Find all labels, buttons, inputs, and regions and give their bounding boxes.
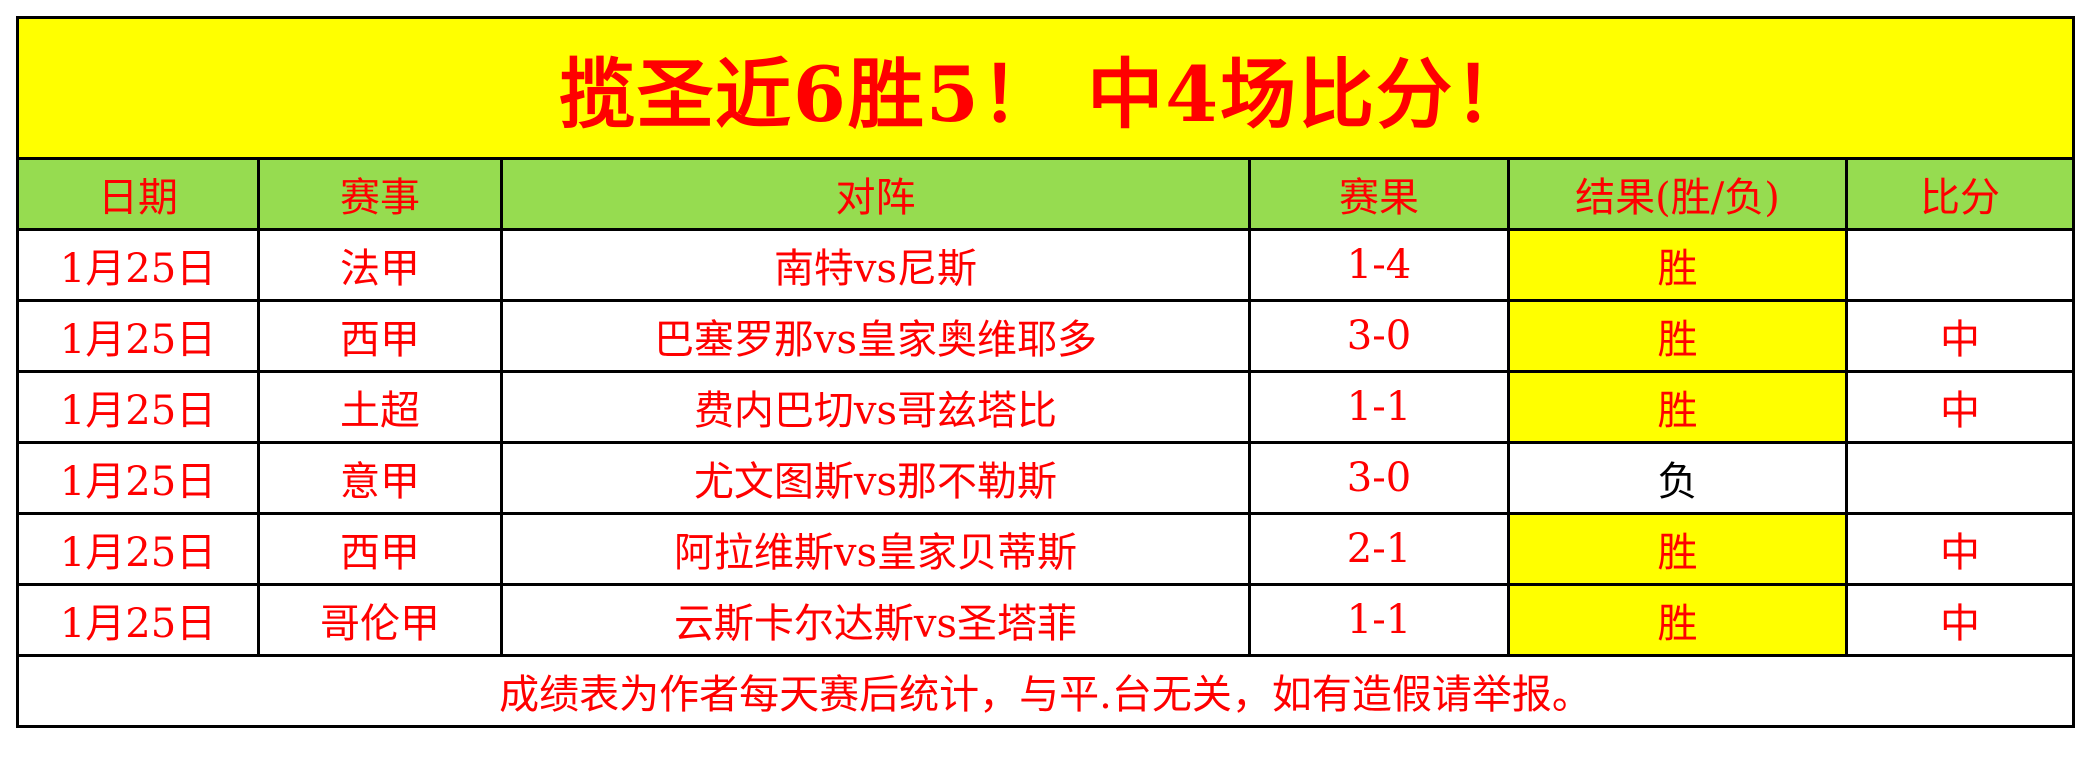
header-result: 结果(胜/负) [1507,157,1848,231]
result-cell: 胜 [1507,228,1848,302]
result-cell: 胜 [1507,512,1848,586]
score-cell: 2-1 [1248,512,1510,586]
table-row: 1月25日 西甲 阿拉维斯vs皇家贝蒂斯 2-1 胜中 [16,512,2076,586]
table-row: 1月25日 法甲 南特vs尼斯 1-4 胜 [16,228,2076,302]
match-cell: 费内巴切vs哥兹塔比 [500,370,1251,444]
match-cell: 巴塞罗那vs皇家奥维耶多 [500,299,1251,373]
result-cell: 负 [1507,441,1848,515]
table-row: 1月25日 哥伦甲 云斯卡尔达斯vs圣塔菲 1-1 胜中 [16,583,2076,657]
result-cell: 胜 [1507,583,1848,657]
league-cell: 西甲 [257,299,503,373]
table-row: 1月25日 土超 费内巴切vs哥兹塔比 1-1 胜中 [16,370,2076,444]
score-cell: 1-4 [1248,228,1510,302]
hit-cell: 中 [1844,583,2076,657]
header-match: 对阵 [500,157,1251,231]
league-cell: 土超 [257,370,503,444]
date-cell: 1月25日 [16,299,260,373]
match-cell: 尤文图斯vs那不勒斯 [500,441,1251,515]
title-row: 揽圣近6胜5！ 中4场比分！ [15,16,2076,160]
league-cell: 西甲 [257,512,503,586]
footer-row: 成绩表为作者每天赛后统计，与平.台无关，如有造假请举报。 [15,654,2076,728]
league-cell: 哥伦甲 [257,583,503,657]
hit-cell [1844,441,2076,515]
date-cell: 1月25日 [16,228,260,302]
header-row: 日期 赛事 对阵 赛果 结果(胜/负) 比分 [16,157,2076,231]
hit-cell: 中 [1844,299,2076,373]
score-cell: 3-0 [1248,299,1510,373]
table-row: 1月25日 西甲 巴塞罗那vs皇家奥维耶多 3-0 胜中 [16,299,2076,373]
score-cell: 3-0 [1248,441,1510,515]
date-cell: 1月25日 [16,512,260,586]
date-cell: 1月25日 [16,441,260,515]
league-cell: 意甲 [257,441,503,515]
header-hit: 比分 [1844,157,2076,231]
hit-cell: 中 [1844,512,2076,586]
date-cell: 1月25日 [16,583,260,657]
table-title: 揽圣近6胜5！ 中4场比分！ [15,16,2076,160]
header-league: 赛事 [257,157,503,231]
results-table: 揽圣近6胜5！ 中4场比分！ 日期 赛事 对阵 赛果 结果(胜/负) 比分 1月… [15,16,2076,728]
header-date: 日期 [16,157,260,231]
footer-note: 成绩表为作者每天赛后统计，与平.台无关，如有造假请举报。 [15,654,2076,728]
match-cell: 南特vs尼斯 [500,228,1251,302]
score-cell: 1-1 [1248,583,1510,657]
date-cell: 1月25日 [16,370,260,444]
match-cell: 云斯卡尔达斯vs圣塔菲 [500,583,1251,657]
score-cell: 1-1 [1248,370,1510,444]
match-cell: 阿拉维斯vs皇家贝蒂斯 [500,512,1251,586]
league-cell: 法甲 [257,228,503,302]
result-cell: 胜 [1507,299,1848,373]
header-score: 赛果 [1248,157,1510,231]
hit-cell [1844,228,2076,302]
result-cell: 胜 [1507,370,1848,444]
table-row: 1月25日 意甲 尤文图斯vs那不勒斯 3-0 负 [16,441,2076,515]
hit-cell: 中 [1844,370,2076,444]
